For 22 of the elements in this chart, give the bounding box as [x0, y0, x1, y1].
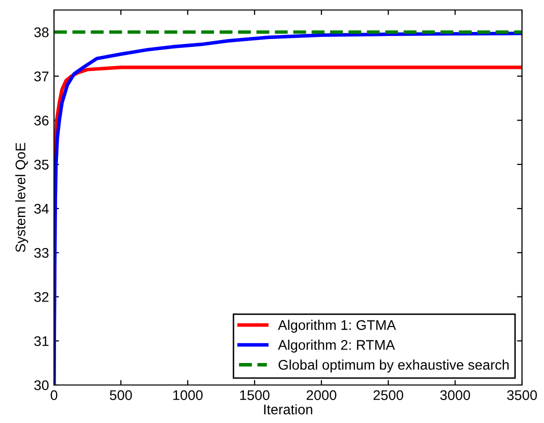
x-axis-title: Iteration	[264, 404, 312, 414]
y-tick-label: 31	[34, 336, 48, 346]
x-tick-label: 2000	[306, 390, 336, 400]
y-tick-label: 30	[34, 380, 49, 390]
y-tick-label: 38	[34, 27, 49, 38]
x-tick-label: 3000	[440, 390, 470, 400]
y-axis-title: System level QoE	[15, 142, 28, 252]
legend-label: Global optimum by exhaustive search	[278, 360, 509, 372]
y-tick-label: 35	[34, 160, 49, 170]
y-tick-label: 34	[34, 204, 49, 214]
y-tick-label: 36	[34, 116, 49, 126]
y-tick-label: 32	[34, 292, 48, 302]
legend-label: Algorithm 2: RTMA	[278, 340, 395, 353]
x-tick-label: 2500	[374, 390, 404, 400]
x-tick-label: 0	[50, 390, 58, 400]
x-tick-label: 3500	[507, 390, 537, 400]
x-tick-label: 1000	[173, 390, 203, 400]
x-tick-label: 1500	[240, 390, 270, 400]
legend-label: Algorithm 1: GTMA	[278, 320, 396, 333]
x-tick-label: 500	[110, 390, 132, 400]
y-tick-label: 33	[34, 248, 49, 258]
y-tick-label: 37	[34, 72, 48, 82]
